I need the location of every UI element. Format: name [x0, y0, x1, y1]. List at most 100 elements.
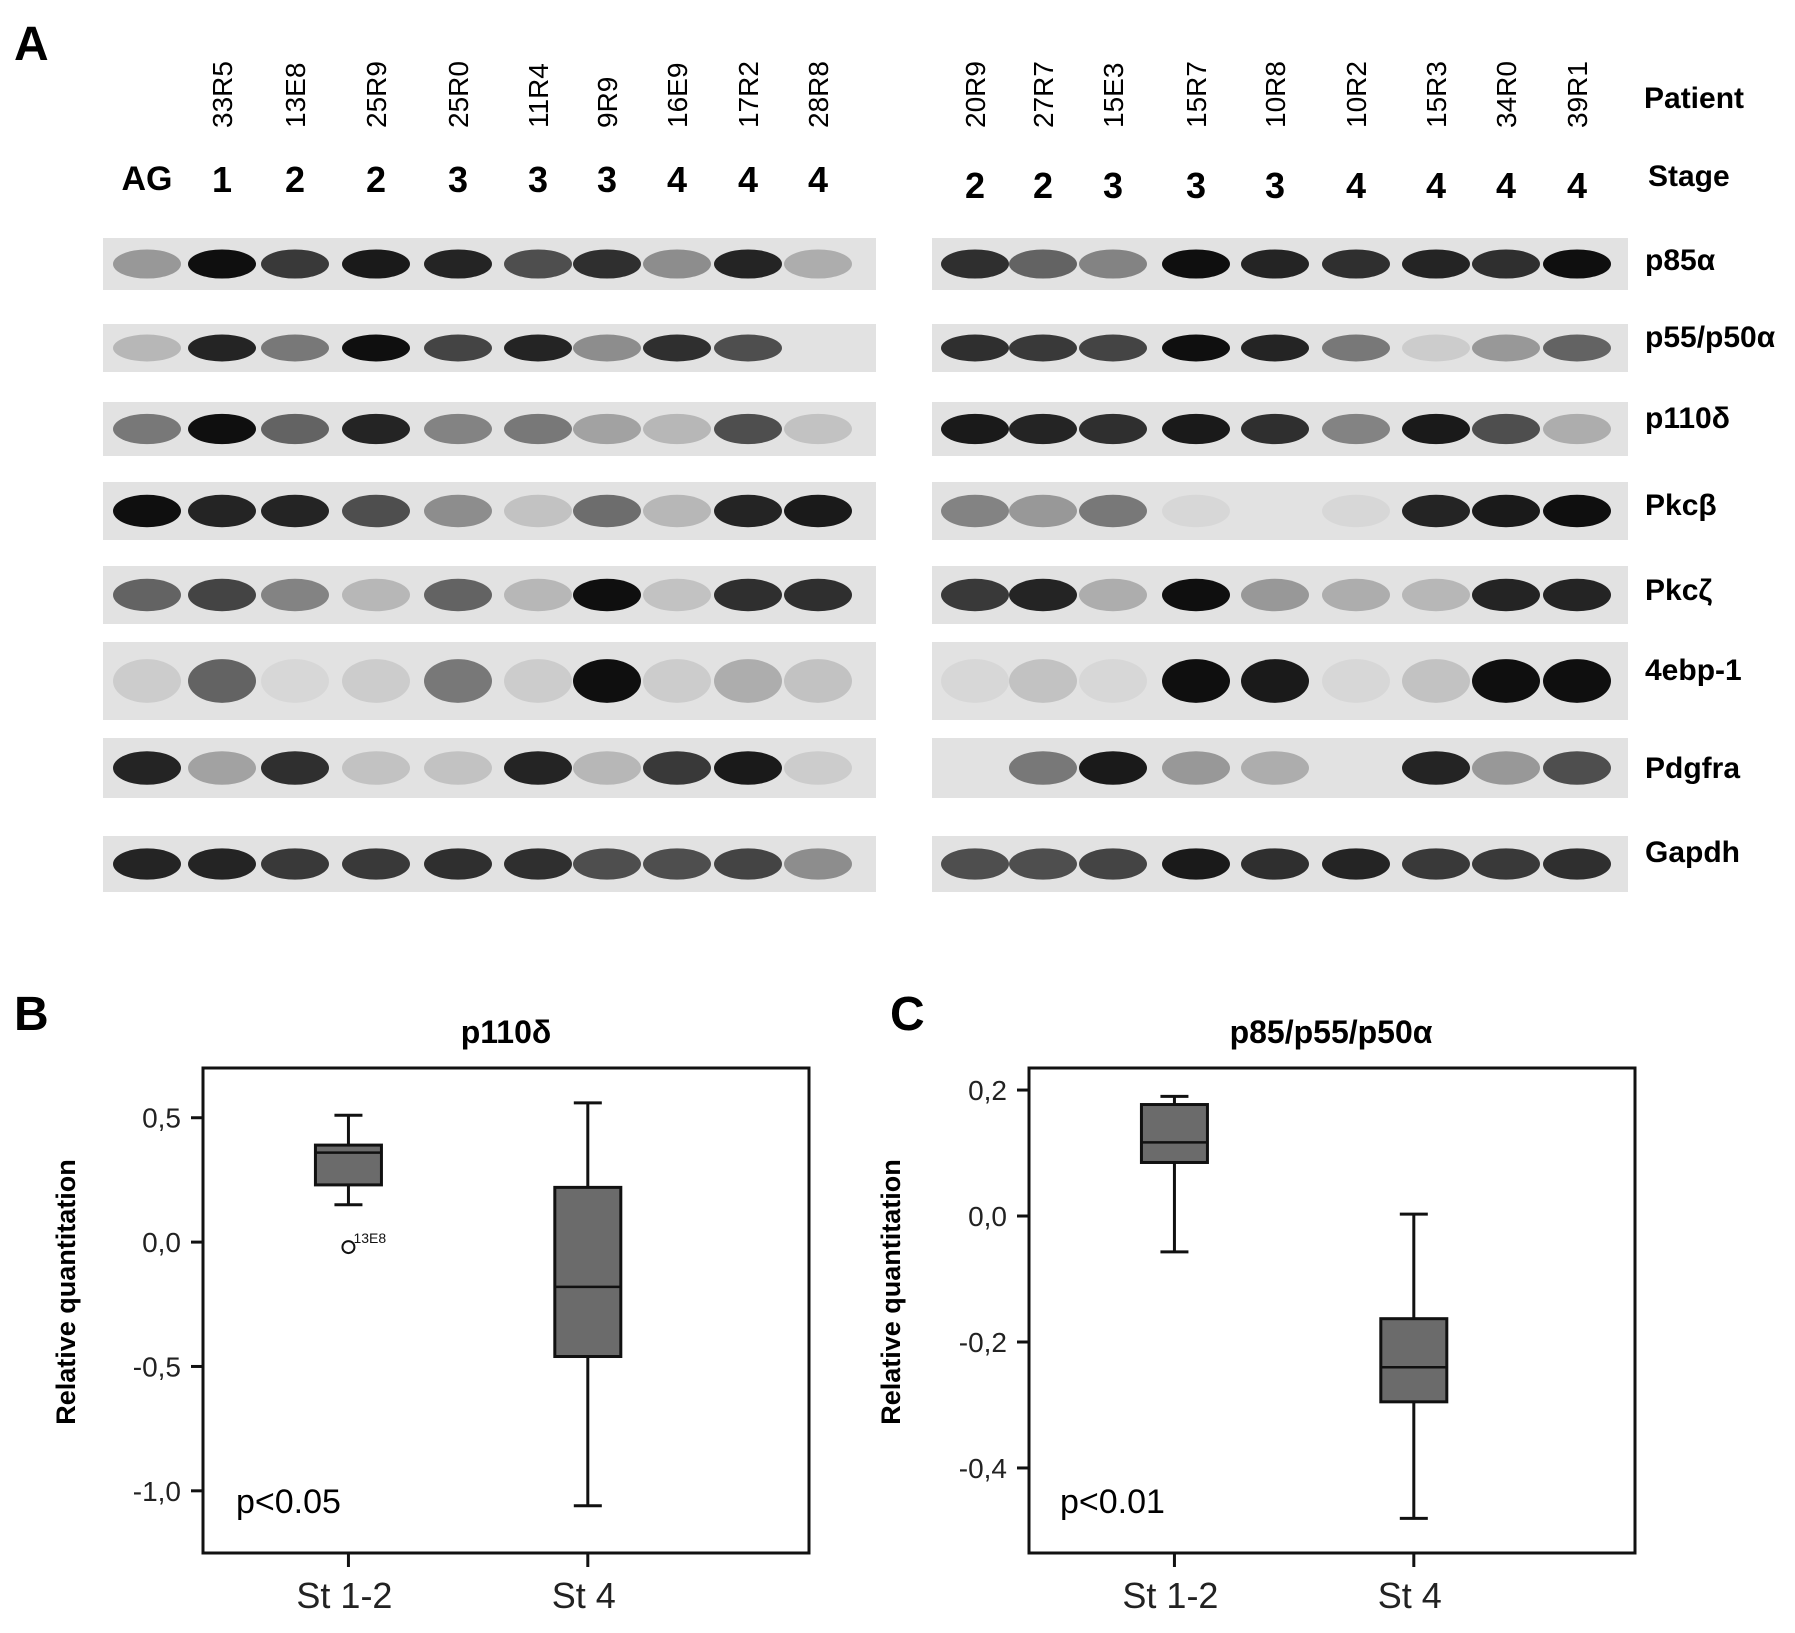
blot-band	[504, 249, 572, 279]
patient-label: 25R9	[361, 61, 392, 128]
blot-band	[504, 413, 572, 445]
outlier-label: 13E8	[353, 1230, 386, 1246]
blot-band	[113, 848, 181, 880]
blot-band	[1079, 848, 1147, 880]
blot-band	[714, 659, 782, 703]
stage-label: 3	[1186, 165, 1206, 206]
panel-b-letter: B	[14, 988, 49, 1041]
blot-row	[103, 836, 1628, 892]
patient-label: 16E9	[662, 63, 693, 128]
blot-row	[103, 566, 1628, 624]
patient-label: 34R0	[1491, 61, 1522, 128]
box-0	[1139, 1094, 1209, 1254]
box-iqr	[313, 1143, 383, 1187]
blot-band	[424, 578, 492, 612]
blot-band	[1079, 751, 1147, 785]
blot-band	[424, 751, 492, 785]
blot-band	[714, 751, 782, 785]
blot-band	[573, 578, 641, 612]
stage-label: 2	[285, 159, 305, 200]
blot-band	[1322, 659, 1390, 703]
y-tick-label: 0,2	[968, 1075, 1007, 1106]
blot-band	[643, 249, 711, 279]
blot-band	[643, 848, 711, 880]
blot-band	[784, 413, 852, 445]
blot-band	[188, 413, 256, 445]
panel-b-ylabel: Relative quantitation	[51, 1159, 81, 1425]
y-tick-label: -1,0	[133, 1476, 181, 1507]
panel-a-letter: A	[14, 18, 49, 71]
blot-band	[714, 494, 782, 528]
panel-c-letter: C	[890, 988, 925, 1041]
protein-label: p55/p50α	[1645, 321, 1776, 354]
blot-band	[941, 578, 1009, 612]
blot-band	[1402, 334, 1470, 362]
stage-label: 3	[1103, 165, 1123, 206]
blot-band	[188, 334, 256, 362]
patient-label: 20R9	[960, 61, 991, 128]
stage-label: 4	[738, 159, 758, 200]
panel-c-ylabel: Relative quantitation	[876, 1159, 906, 1425]
blot-band	[188, 848, 256, 880]
protein-labels: p85α p55/p50α p110δ Pkcβ Pkcζ 4ebp-1 Pdgfra Gap…	[1645, 244, 1776, 869]
blot-band	[1402, 659, 1470, 703]
blot-band	[342, 751, 410, 785]
blot-band	[1322, 494, 1390, 528]
blot-band	[342, 249, 410, 279]
blot-band	[573, 413, 641, 445]
blot-band	[784, 848, 852, 880]
blot-band	[643, 751, 711, 785]
blot-band	[188, 249, 256, 279]
blot-band	[1402, 751, 1470, 785]
blot-band	[1322, 334, 1390, 362]
blot-band	[1472, 578, 1540, 612]
y-tick-label: 0,0	[968, 1201, 1007, 1232]
blot-band	[1241, 249, 1309, 279]
blot-row	[103, 402, 1628, 456]
blot-band	[1472, 659, 1540, 703]
blot-band	[1543, 334, 1611, 362]
blot-band	[1402, 848, 1470, 880]
blot-band	[261, 848, 329, 880]
stage-label: 1	[212, 159, 232, 200]
panel-c-plot-frame	[1027, 1066, 1637, 1555]
blot-band	[784, 751, 852, 785]
blot-band	[1472, 249, 1540, 279]
blot-band	[643, 494, 711, 528]
panel-b-plot-frame	[201, 1066, 811, 1555]
blot-band	[1162, 494, 1230, 528]
blot-band	[188, 751, 256, 785]
blot-band	[1543, 494, 1611, 528]
blot-band	[1241, 848, 1309, 880]
stage-label: 3	[528, 159, 548, 200]
blot-band	[1079, 249, 1147, 279]
x-tick-label: St 1-2	[1122, 1575, 1218, 1616]
stage-label: 4	[1426, 165, 1446, 206]
protein-label: Pkcζ	[1645, 574, 1712, 607]
x-tick-label: St 4	[552, 1575, 616, 1616]
blot-band	[113, 334, 181, 362]
stage-label: 4	[808, 159, 828, 200]
blot-band	[1472, 413, 1540, 445]
blot-band	[1402, 494, 1470, 528]
blot-band	[424, 413, 492, 445]
blot-band	[941, 249, 1009, 279]
panel-b-title: p110δ	[461, 1014, 552, 1050]
blot-band	[1402, 249, 1470, 279]
protein-label: Pdgfra	[1645, 752, 1740, 785]
stage-label: 2	[366, 159, 386, 200]
protein-label: 4ebp-1	[1645, 654, 1742, 687]
blot-band	[643, 659, 711, 703]
blot-band	[1009, 413, 1077, 445]
blot-band	[1543, 848, 1611, 880]
patient-label: 39R1	[1562, 61, 1593, 128]
blot-band	[113, 659, 181, 703]
patient-labels-right: 20R9 27R7 15E3 15R7 10R8 10R2 15R3 34R0 39R1	[960, 61, 1593, 128]
blot-band	[1079, 413, 1147, 445]
blot-band	[1543, 249, 1611, 279]
stage-label: 3	[1265, 165, 1285, 206]
panel-b-plot: 0,5 0,0 -0,5 -1,0 St 1-2 St 4 13E8	[133, 1101, 623, 1616]
patient-label: 13E8	[280, 63, 311, 128]
blot-band	[1543, 413, 1611, 445]
